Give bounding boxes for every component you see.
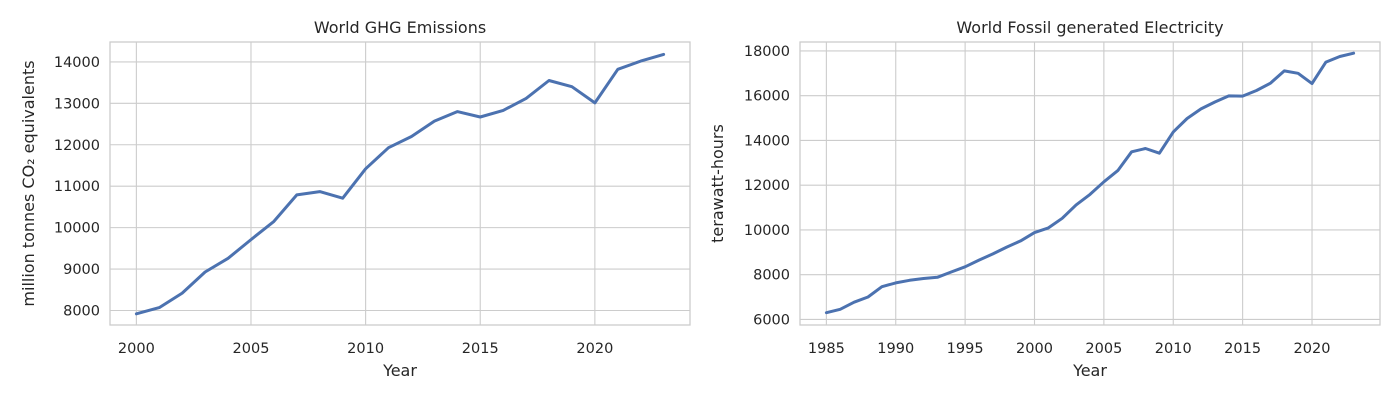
chart-title: World Fossil generated Electricity: [956, 18, 1223, 37]
y-tick-label: 9000: [63, 262, 100, 278]
y-tick-label: 8000: [753, 268, 790, 284]
y-tick-label: 18000: [744, 44, 790, 60]
x-tick-label: 2000: [1016, 341, 1053, 357]
y-tick-label: 10000: [54, 221, 100, 237]
x-tick-label: 2015: [462, 341, 499, 357]
y-axis-label: terawatt-hours: [708, 124, 727, 243]
y-tick-label: 14000: [54, 55, 100, 71]
y-tick-label: 13000: [54, 96, 100, 112]
series-line: [134, 52, 666, 316]
y-tick-label: 12000: [54, 138, 100, 154]
x-tick-label: 2010: [1155, 341, 1192, 357]
y-tick-label: 11000: [54, 179, 100, 195]
y-tick-label: 16000: [744, 89, 790, 105]
plot-frame: [109, 41, 691, 326]
y-tick-label: 12000: [744, 178, 790, 194]
x-tick-label: 2020: [576, 341, 613, 357]
plot-frame: [799, 41, 1381, 326]
x-tick-label: 2000: [118, 341, 155, 357]
series-line: [824, 51, 1356, 315]
chart-title: World GHG Emissions: [314, 18, 486, 37]
y-tick-label: 14000: [744, 133, 790, 149]
x-tick-label: 1990: [877, 341, 914, 357]
x-tick-label: 2020: [1294, 341, 1331, 357]
x-tick-label: 1995: [947, 341, 984, 357]
x-tick-label: 2005: [1085, 341, 1122, 357]
chart-panel-1: 2000 2005 2010 2015 2020 8000 9000 10000 11000 12…: [19, 18, 691, 380]
x-axis-label: Year: [1072, 361, 1107, 380]
x-tick-label: 2015: [1224, 341, 1261, 357]
x-tick-label: 2010: [347, 341, 384, 357]
x-tick-label: 1985: [808, 341, 845, 357]
y-tick-label: 6000: [753, 312, 790, 328]
x-axis-label: Year: [382, 361, 417, 380]
y-tick-label: 10000: [744, 223, 790, 239]
x-tick-label: 2005: [233, 341, 270, 357]
y-axis-label: million tonnes CO₂ equivalents: [19, 60, 38, 306]
y-tick-label: 8000: [63, 303, 100, 319]
chart-panel-2: 1985 1990 1995 2000 2005 2010 2015 2020 6000 8000…: [708, 18, 1381, 380]
